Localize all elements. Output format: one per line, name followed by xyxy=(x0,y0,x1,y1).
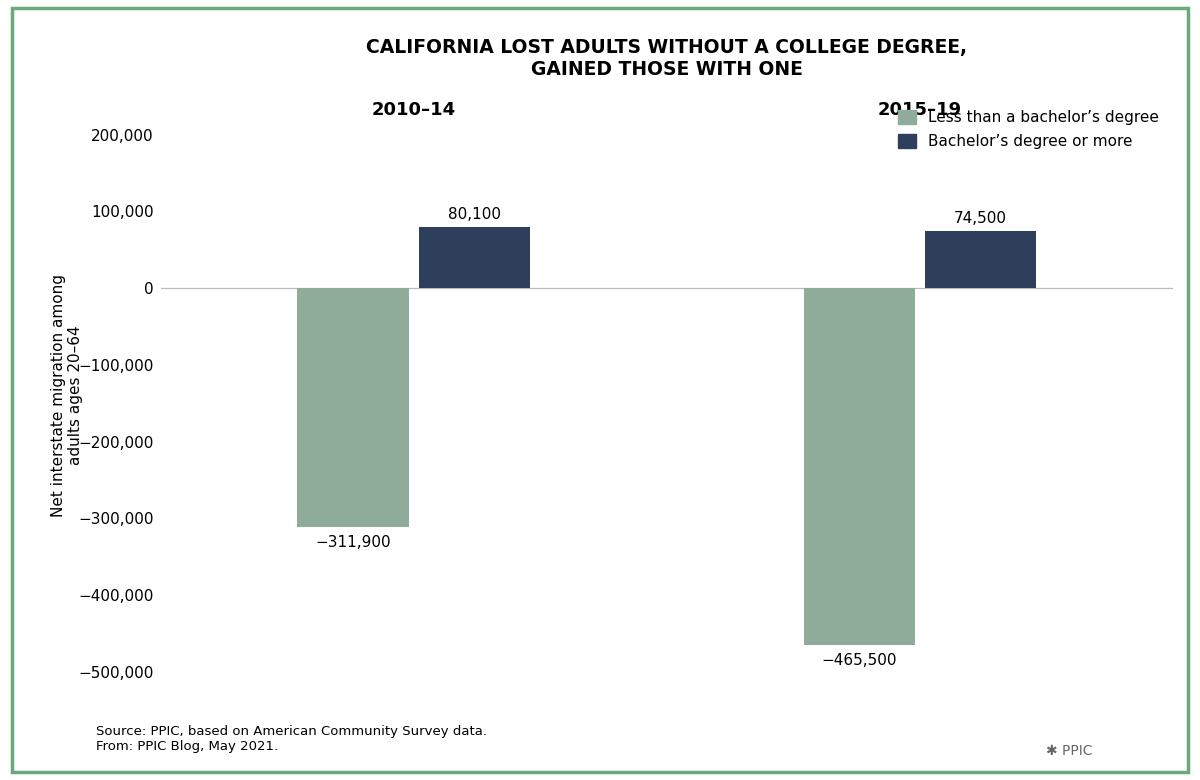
Text: −311,900: −311,900 xyxy=(316,535,391,550)
Title: CALIFORNIA LOST ADULTS WITHOUT A COLLEGE DEGREE,
GAINED THOSE WITH ONE: CALIFORNIA LOST ADULTS WITHOUT A COLLEGE… xyxy=(366,38,967,80)
Text: −465,500: −465,500 xyxy=(822,653,896,668)
Bar xyxy=(804,288,914,645)
Text: 2015–19: 2015–19 xyxy=(878,101,962,119)
Text: ✱ PPIC: ✱ PPIC xyxy=(1045,744,1092,758)
Bar xyxy=(925,231,1037,288)
Legend: Less than a bachelor’s degree, Bachelor’s degree or more: Less than a bachelor’s degree, Bachelor’… xyxy=(892,104,1165,155)
Bar xyxy=(419,227,530,288)
Text: 74,500: 74,500 xyxy=(954,211,1007,226)
Y-axis label: Net interstate migration among
adults ages 20–64: Net interstate migration among adults ag… xyxy=(50,274,83,517)
Text: Source: PPIC, based on American Community Survey data.
From: PPIC Blog, May 2021: Source: PPIC, based on American Communit… xyxy=(96,725,487,753)
Text: 80,100: 80,100 xyxy=(448,207,502,222)
Text: 2010–14: 2010–14 xyxy=(372,101,456,119)
Bar xyxy=(298,288,409,527)
